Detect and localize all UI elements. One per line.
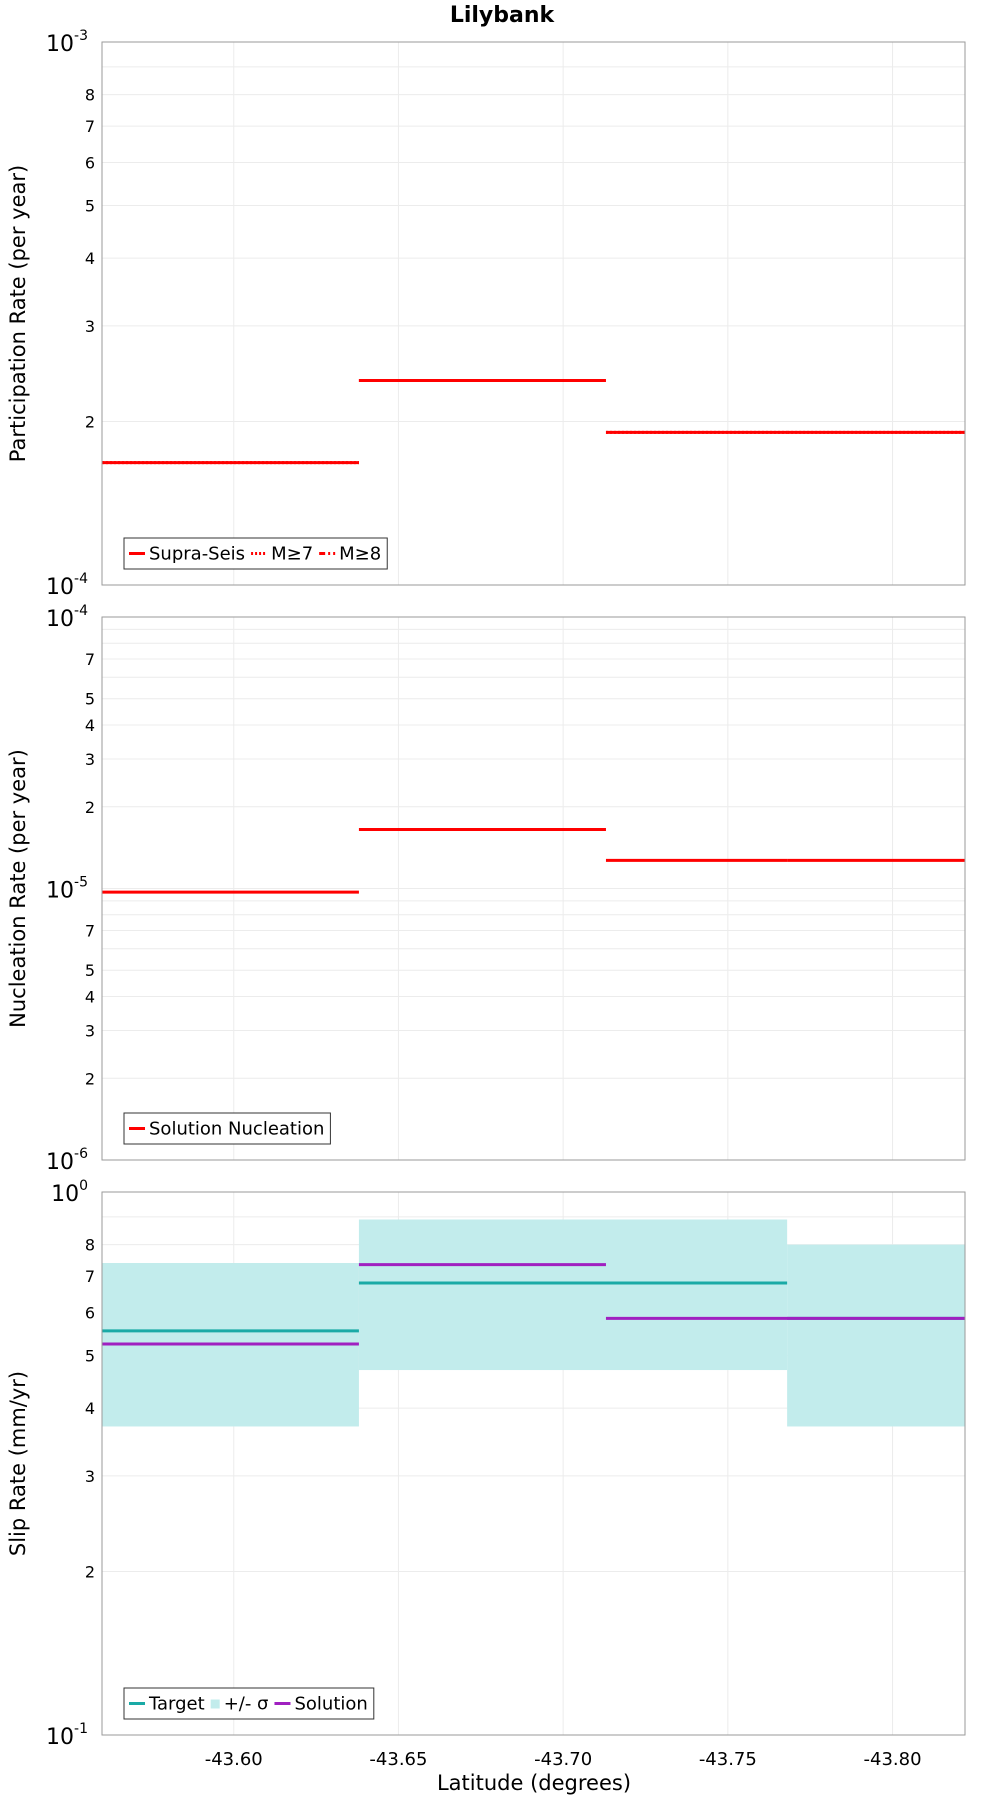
y-tick-label: 10-4 bbox=[46, 571, 88, 600]
y-tick-label: 3 bbox=[85, 1021, 95, 1040]
y-tick-label: 7 bbox=[85, 922, 95, 941]
y-tick-exponent: 0 bbox=[79, 1178, 88, 1194]
y-tick-label: 100 bbox=[51, 1178, 88, 1207]
x-tick-label: -43.65 bbox=[369, 1749, 427, 1770]
y-tick-label: 3 bbox=[85, 750, 95, 769]
y-tick-label: 10-6 bbox=[46, 1146, 88, 1175]
plot-frame bbox=[101, 1191, 966, 1736]
y-tick-label: 8 bbox=[85, 86, 95, 105]
y-tick-label: 5 bbox=[85, 196, 95, 215]
y-tick-label: 2 bbox=[85, 798, 95, 817]
y-tick-label: 5 bbox=[85, 690, 95, 709]
y-tick-label: 4 bbox=[85, 1399, 95, 1418]
y-tick-base: 10 bbox=[46, 1150, 74, 1175]
y-tick-label: 10-1 bbox=[46, 1721, 88, 1750]
y-axis-label: Slip Rate (mm/yr) bbox=[6, 1371, 30, 1556]
y-tick-base: 10 bbox=[46, 32, 74, 57]
y-tick-label: 8 bbox=[85, 1236, 95, 1255]
y-tick-label: 2 bbox=[85, 1069, 95, 1088]
x-tick-label: -43.75 bbox=[699, 1749, 757, 1770]
y-tick-label: 3 bbox=[85, 317, 95, 336]
x-axis-label: Latitude (degrees) bbox=[437, 1771, 631, 1795]
legend-label: Solution Nucleation bbox=[149, 1119, 324, 1140]
y-tick-exponent: -4 bbox=[74, 603, 88, 619]
y-tick-label: 4 bbox=[85, 716, 95, 735]
plot-frame bbox=[101, 41, 966, 586]
y-tick-exponent: -4 bbox=[74, 571, 88, 587]
y-tick-exponent: -3 bbox=[74, 28, 88, 44]
sigma-band bbox=[358, 1219, 788, 1371]
legend-swatch bbox=[210, 1699, 220, 1709]
y-tick-label: 7 bbox=[85, 1267, 95, 1286]
y-tick-label: 4 bbox=[85, 249, 95, 268]
y-tick-label: 5 bbox=[85, 961, 95, 980]
y-axis-label: Participation Rate (per year) bbox=[6, 165, 30, 462]
y-tick-exponent: -1 bbox=[74, 1721, 88, 1737]
figure-title: Lilybank bbox=[450, 3, 556, 28]
legend-label: Solution bbox=[294, 1694, 367, 1715]
y-tick-label: 6 bbox=[85, 153, 95, 172]
y-tick-label: 7 bbox=[85, 117, 95, 136]
legend: Target +/- σ Solution bbox=[123, 1687, 375, 1720]
y-tick-base: 10 bbox=[46, 879, 74, 904]
y-tick-label: 4 bbox=[85, 988, 95, 1007]
legend: Solution Nucleation bbox=[123, 1112, 331, 1145]
y-tick-exponent: -5 bbox=[74, 875, 88, 891]
y-tick-label: 10-4 bbox=[46, 603, 88, 632]
sigma-band bbox=[787, 1244, 965, 1427]
legend-label: M≥7 bbox=[271, 544, 313, 565]
y-tick-base: 10 bbox=[46, 575, 74, 600]
y-tick-exponent: -6 bbox=[74, 1146, 88, 1162]
y-tick-label: 2 bbox=[85, 1563, 95, 1582]
x-tick-label: -43.80 bbox=[864, 1749, 922, 1770]
plot-frame bbox=[101, 616, 966, 1161]
plot-area bbox=[102, 42, 965, 585]
y-tick-label: 2 bbox=[85, 413, 95, 432]
legend: Supra-Seis M≥7 M≥8 bbox=[123, 537, 388, 570]
legend-label: M≥8 bbox=[339, 544, 381, 565]
y-tick-label: 10-3 bbox=[46, 28, 88, 57]
y-tick-base: 10 bbox=[46, 1725, 74, 1750]
legend-label: +/- σ bbox=[224, 1694, 269, 1715]
y-tick-label: 3 bbox=[85, 1467, 95, 1486]
legend-box bbox=[123, 1687, 375, 1720]
x-tick-label: -43.60 bbox=[205, 1749, 263, 1770]
y-tick-label: 10-5 bbox=[46, 875, 88, 904]
y-tick-label: 5 bbox=[85, 1346, 95, 1365]
y-tick-base: 10 bbox=[51, 1182, 79, 1207]
legend-label: Target bbox=[148, 1694, 205, 1715]
legend-box bbox=[123, 1112, 331, 1145]
x-tick-label: -43.70 bbox=[534, 1749, 592, 1770]
legend-label: Supra-Seis bbox=[149, 544, 245, 565]
y-tick-label: 7 bbox=[85, 650, 95, 669]
y-axis-label: Nucleation Rate (per year) bbox=[6, 749, 30, 1028]
y-tick-label: 6 bbox=[85, 1303, 95, 1322]
y-tick-base: 10 bbox=[46, 607, 74, 632]
